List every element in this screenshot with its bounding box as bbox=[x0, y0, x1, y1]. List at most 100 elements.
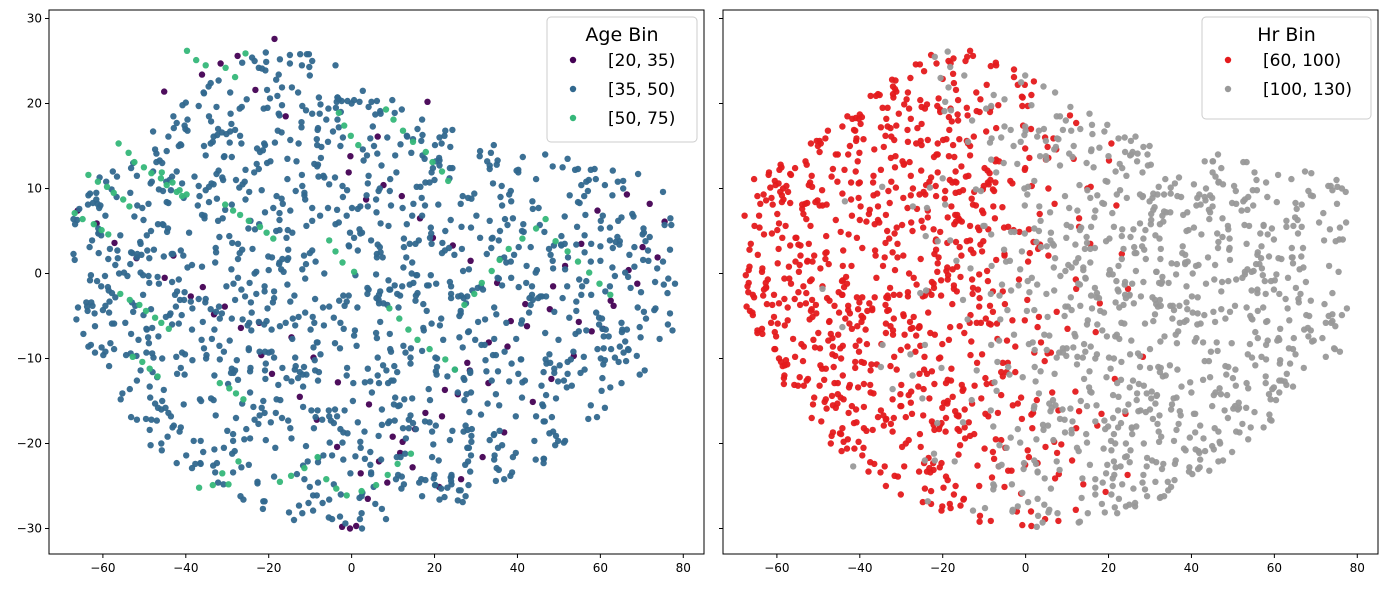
x-tick-label: 40 bbox=[510, 561, 525, 575]
scatter-point-60-100 bbox=[891, 353, 898, 360]
scatter-point-60-100 bbox=[931, 426, 938, 434]
scatter-point-60-100 bbox=[844, 113, 851, 120]
scatter-point-50-75 bbox=[350, 268, 358, 275]
scatter-point-35-50 bbox=[385, 277, 392, 284]
scatter-point-100-130 bbox=[1282, 295, 1289, 303]
scatter-point-60-100 bbox=[818, 187, 826, 194]
scatter-point-35-50 bbox=[232, 176, 240, 184]
scatter-point-100-130 bbox=[1021, 185, 1028, 192]
scatter-point-35-50 bbox=[438, 140, 445, 147]
scatter-point-35-50 bbox=[555, 336, 562, 343]
scatter-point-100-130 bbox=[947, 63, 954, 71]
scatter-point-60-100 bbox=[747, 240, 754, 247]
scatter-point-50-75 bbox=[471, 290, 478, 298]
scatter-point-60-100 bbox=[952, 86, 960, 94]
scatter-point-35-50 bbox=[449, 126, 456, 134]
scatter-point-60-100 bbox=[986, 170, 993, 177]
scatter-point-100-130 bbox=[1229, 374, 1237, 382]
scatter-point-100-130 bbox=[1329, 289, 1336, 297]
scatter-point-100-130 bbox=[1001, 123, 1008, 130]
scatter-point-100-130 bbox=[1019, 374, 1026, 381]
scatter-point-35-50 bbox=[444, 373, 451, 380]
scatter-point-100-130 bbox=[1228, 340, 1235, 347]
scatter-point-100-130 bbox=[1156, 412, 1163, 419]
scatter-point-100-130 bbox=[1006, 371, 1013, 378]
scatter-point-20-35 bbox=[639, 243, 646, 251]
scatter-point-100-130 bbox=[1062, 117, 1070, 124]
scatter-point-60-100 bbox=[796, 301, 804, 309]
scatter-point-35-50 bbox=[408, 270, 415, 277]
scatter-point-60-100 bbox=[832, 216, 839, 224]
scatter-point-35-50 bbox=[230, 280, 237, 287]
scatter-point-35-50 bbox=[394, 290, 401, 298]
scatter-point-60-100 bbox=[784, 188, 792, 196]
scatter-point-60-100 bbox=[890, 94, 897, 101]
scatter-point-100-130 bbox=[1088, 121, 1096, 128]
scatter-point-60-100 bbox=[781, 275, 788, 282]
scatter-point-60-100 bbox=[1025, 453, 1033, 461]
scatter-point-100-130 bbox=[1307, 297, 1315, 304]
scatter-point-100-130 bbox=[1017, 79, 1025, 86]
scatter-point-20-35 bbox=[237, 324, 245, 332]
scatter-point-100-130 bbox=[1190, 181, 1198, 188]
scatter-point-35-50 bbox=[320, 322, 328, 329]
scatter-point-100-130 bbox=[1297, 290, 1304, 298]
scatter-point-60-100 bbox=[760, 191, 767, 198]
scatter-point-100-130 bbox=[1143, 454, 1151, 462]
scatter-point-35-50 bbox=[374, 372, 381, 379]
scatter-point-35-50 bbox=[521, 377, 529, 384]
scatter-point-35-50 bbox=[319, 304, 327, 311]
scatter-point-35-50 bbox=[606, 237, 614, 244]
scatter-point-20-35 bbox=[271, 35, 278, 43]
scatter-point-35-50 bbox=[139, 204, 146, 212]
scatter-point-60-100 bbox=[898, 402, 905, 410]
scatter-point-60-100 bbox=[928, 368, 936, 375]
scatter-point-60-100 bbox=[949, 300, 956, 308]
scatter-point-100-130 bbox=[1173, 426, 1180, 434]
scatter-point-100-130 bbox=[1331, 345, 1339, 353]
scatter-point-35-50 bbox=[597, 355, 604, 362]
scatter-point-60-100 bbox=[852, 168, 859, 175]
scatter-point-35-50 bbox=[275, 381, 282, 389]
scatter-point-100-130 bbox=[1113, 277, 1120, 285]
scatter-point-35-50 bbox=[513, 335, 520, 343]
scatter-point-35-50 bbox=[112, 261, 119, 269]
scatter-point-35-50 bbox=[147, 227, 155, 235]
scatter-point-35-50 bbox=[365, 172, 372, 179]
scatter-point-60-100 bbox=[886, 199, 893, 207]
scatter-point-35-50 bbox=[173, 353, 180, 360]
scatter-point-100-130 bbox=[1037, 217, 1044, 224]
scatter-point-35-50 bbox=[323, 116, 330, 123]
scatter-point-100-130 bbox=[1105, 153, 1112, 160]
scatter-point-35-50 bbox=[456, 334, 463, 341]
scatter-point-60-100 bbox=[830, 363, 837, 371]
scatter-point-35-50 bbox=[542, 356, 549, 363]
scatter-point-60-100 bbox=[1009, 317, 1016, 324]
scatter-point-100-130 bbox=[1190, 224, 1198, 231]
scatter-point-35-50 bbox=[180, 252, 187, 259]
scatter-point-35-50 bbox=[633, 352, 640, 360]
scatter-point-35-50 bbox=[299, 403, 307, 411]
scatter-point-35-50 bbox=[211, 446, 218, 453]
scatter-point-100-130 bbox=[1083, 233, 1090, 241]
scatter-point-60-100 bbox=[891, 164, 899, 171]
scatter-point-35-50 bbox=[278, 414, 286, 422]
scatter-point-35-50 bbox=[288, 84, 296, 91]
scatter-point-100-130 bbox=[1136, 220, 1144, 227]
scatter-point-35-50 bbox=[367, 237, 375, 244]
scatter-point-35-50 bbox=[597, 243, 604, 250]
scatter-point-35-50 bbox=[533, 266, 541, 274]
scatter-point-100-130 bbox=[1053, 458, 1060, 465]
scatter-point-60-100 bbox=[815, 329, 822, 337]
scatter-point-100-130 bbox=[1010, 331, 1018, 338]
scatter-point-35-50 bbox=[215, 77, 222, 84]
scatter-point-100-130 bbox=[1273, 198, 1281, 206]
scatter-point-100-130 bbox=[1292, 199, 1299, 207]
scatter-point-35-50 bbox=[241, 178, 248, 185]
scatter-point-100-130 bbox=[1154, 420, 1161, 428]
scatter-point-60-100 bbox=[922, 191, 929, 198]
scatter-point-100-130 bbox=[1121, 278, 1129, 286]
scatter-point-60-100 bbox=[806, 179, 814, 186]
scatter-point-100-130 bbox=[1306, 312, 1313, 320]
scatter-point-35-50 bbox=[287, 425, 294, 432]
